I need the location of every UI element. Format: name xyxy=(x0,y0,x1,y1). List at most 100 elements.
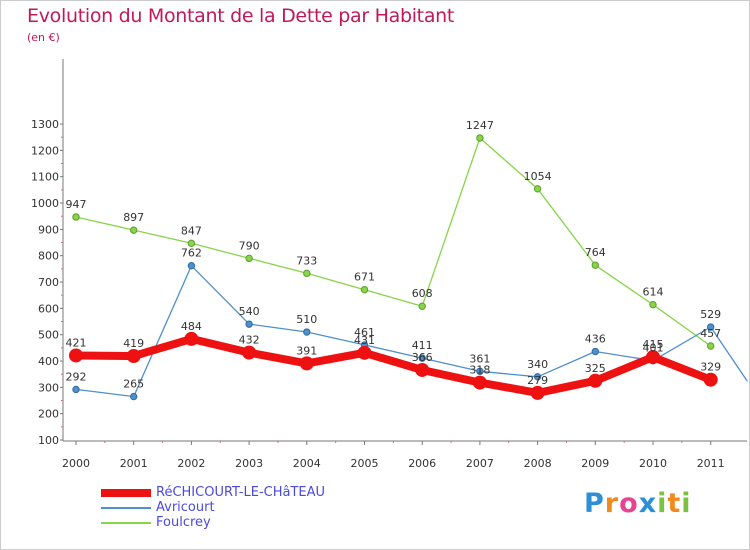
data-label-foulcrey: 847 xyxy=(181,224,202,237)
x-tick-label: 2011 xyxy=(697,457,725,470)
data-point-rechicourt xyxy=(357,345,372,360)
data-point-foulcrey xyxy=(418,302,426,310)
legend-item-foulcrey: Foulcrey xyxy=(101,515,325,530)
data-point-foulcrey xyxy=(130,226,138,234)
logo-letter: x xyxy=(638,488,658,519)
legend-swatch-avricourt xyxy=(101,506,151,509)
data-point-avricourt xyxy=(187,261,196,270)
data-point-avricourt xyxy=(591,347,599,356)
legend: RéCHICOURT-LE-CHâTEAU Avricourt Foulcrey xyxy=(101,485,325,530)
logo-letter: r xyxy=(604,488,620,519)
series-line-rechicourt xyxy=(72,334,715,397)
data-label-rechicourt: 431 xyxy=(354,334,375,347)
data-label-foulcrey: 897 xyxy=(123,211,144,224)
data-point-avricourt xyxy=(303,328,311,336)
data-point-foulcrey xyxy=(360,285,369,294)
legend-label-avricourt: Avricourt xyxy=(156,500,215,515)
legend-label-foulcrey: Foulcrey xyxy=(156,515,211,530)
y-tick-label: 200 xyxy=(38,408,59,421)
data-point-rechicourt xyxy=(530,385,545,400)
data-label-avricourt: 340 xyxy=(527,358,548,371)
data-point-rechicourt xyxy=(415,362,430,377)
data-point-foulcrey xyxy=(476,134,484,142)
data-point-foulcrey xyxy=(245,254,253,263)
data-label-foulcrey: 790 xyxy=(239,239,260,252)
data-label-avricourt: 529 xyxy=(700,308,721,321)
data-label-avricourt: 292 xyxy=(66,370,87,383)
chart-unit: (en €) xyxy=(27,31,60,44)
y-tick-label: 1100 xyxy=(31,171,59,184)
data-point-avricourt xyxy=(707,323,715,331)
series-rechicourt xyxy=(69,331,718,400)
data-point-rechicourt xyxy=(472,375,487,390)
x-tick-label: 2000 xyxy=(62,457,90,470)
data-point-foulcrey xyxy=(649,300,657,309)
data-point-avricourt xyxy=(245,320,253,328)
data-point-rechicourt xyxy=(69,348,83,363)
y-tick-label: 300 xyxy=(38,381,59,394)
data-label-rechicourt: 318 xyxy=(469,364,490,377)
data-point-foulcrey xyxy=(72,213,80,221)
logo-letter: i xyxy=(681,488,692,519)
data-label-foulcrey: 764 xyxy=(585,246,606,259)
data-label-rechicourt: 421 xyxy=(66,336,87,349)
data-label-rechicourt: 432 xyxy=(239,334,260,347)
data-point-rechicourt xyxy=(184,331,199,346)
y-tick-label: 1000 xyxy=(31,197,59,210)
x-tick-label: 2010 xyxy=(639,457,667,470)
data-label-rechicourt: 415 xyxy=(643,338,664,351)
data-label-foulcrey: 733 xyxy=(296,254,317,267)
series-foulcrey xyxy=(72,134,715,350)
data-label-rechicourt: 484 xyxy=(181,320,202,333)
y-tick-label: 500 xyxy=(38,329,59,342)
data-label-foulcrey: 614 xyxy=(643,286,664,299)
data-label-avricourt: 762 xyxy=(181,247,202,260)
x-tick-label: 2005 xyxy=(351,457,379,470)
data-point-rechicourt xyxy=(703,372,718,387)
data-label-avricourt: 361 xyxy=(469,352,490,365)
x-tick-label: 2002 xyxy=(177,457,205,470)
y-tick-label: 400 xyxy=(38,355,59,368)
proxiti-logo: Proxiti xyxy=(584,488,692,519)
logo-letter: P xyxy=(584,488,605,519)
data-point-foulcrey xyxy=(303,269,311,278)
data-point-avricourt xyxy=(72,385,80,394)
data-label-avricourt: 540 xyxy=(239,305,260,318)
data-point-rechicourt xyxy=(126,349,141,364)
data-label-avricourt: 510 xyxy=(296,313,317,326)
data-label-foulcrey: 1247 xyxy=(466,119,494,132)
data-label-foulcrey: 671 xyxy=(354,271,375,284)
series-avricourt xyxy=(72,261,748,401)
legend-swatch-rechicourt xyxy=(101,488,151,497)
data-point-rechicourt xyxy=(588,373,603,388)
chart-title: Evolution du Montant de la Dette par Hab… xyxy=(27,5,455,27)
x-tick-label: 2006 xyxy=(408,457,436,470)
data-point-avricourt xyxy=(418,354,426,362)
data-label-rechicourt: 391 xyxy=(296,344,317,357)
data-point-foulcrey xyxy=(707,342,715,350)
data-point-foulcrey xyxy=(533,185,542,193)
data-label-foulcrey: 1054 xyxy=(524,170,552,183)
logo-letter: i xyxy=(657,488,668,519)
data-label-avricourt: 401 xyxy=(643,342,664,355)
y-tick-label: 800 xyxy=(38,250,59,263)
data-label-foulcrey: 608 xyxy=(412,287,433,300)
data-point-avricourt xyxy=(476,367,484,375)
x-tick-label: 2008 xyxy=(524,457,552,470)
data-label-rechicourt: 279 xyxy=(527,374,548,387)
data-label-avricourt: 436 xyxy=(585,333,606,346)
x-tick-label: 2009 xyxy=(581,457,609,470)
series-layer xyxy=(69,134,748,401)
legend-item-avricourt: Avricourt xyxy=(101,500,325,515)
data-point-rechicourt xyxy=(299,356,314,371)
data-label-avricourt: 265 xyxy=(123,378,144,391)
data-label-avricourt: 461 xyxy=(354,326,375,339)
x-tick-label: 2001 xyxy=(120,457,148,470)
data-labels: 947 897 847 790 733 671 608 1247 1054 764 614 457 29… xyxy=(66,119,722,391)
y-tick-label: 1300 xyxy=(31,118,59,131)
y-tick-label: 600 xyxy=(38,302,59,315)
legend-swatch-foulcrey xyxy=(101,521,151,524)
series-line-foulcrey xyxy=(75,137,712,347)
